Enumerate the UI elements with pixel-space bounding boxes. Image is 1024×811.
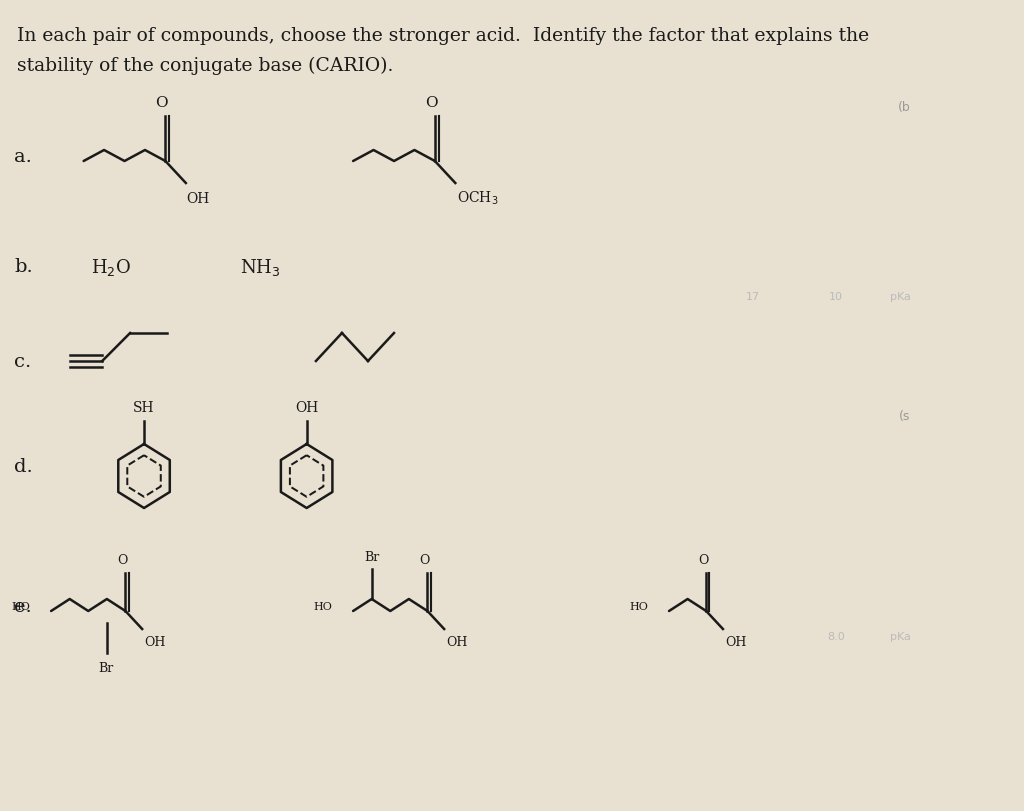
Text: OH: OH bbox=[295, 401, 318, 414]
Text: O: O bbox=[156, 96, 168, 109]
Text: e.: e. bbox=[14, 597, 32, 616]
Text: a.: a. bbox=[14, 148, 32, 165]
Text: O: O bbox=[698, 553, 709, 566]
Text: OH: OH bbox=[725, 635, 746, 648]
Text: HO: HO bbox=[12, 601, 31, 611]
Text: HO: HO bbox=[630, 601, 648, 611]
Text: 10: 10 bbox=[829, 292, 844, 302]
Text: stability of the conjugate base (CARIO).: stability of the conjugate base (CARIO). bbox=[16, 57, 393, 75]
Text: SH: SH bbox=[133, 401, 155, 414]
Text: OH: OH bbox=[144, 635, 166, 648]
Text: 17: 17 bbox=[745, 292, 760, 302]
Text: pKa: pKa bbox=[890, 292, 910, 302]
Text: HO: HO bbox=[313, 601, 333, 611]
Text: b.: b. bbox=[14, 258, 33, 276]
Text: (b: (b bbox=[898, 101, 910, 114]
Text: Br: Br bbox=[365, 551, 379, 564]
Text: Br: Br bbox=[98, 661, 114, 674]
Text: c.: c. bbox=[14, 353, 31, 371]
Text: H$_2$O: H$_2$O bbox=[91, 256, 131, 277]
Text: NH$_3$: NH$_3$ bbox=[240, 256, 281, 277]
Text: OH: OH bbox=[446, 635, 467, 648]
Text: O: O bbox=[420, 553, 430, 566]
Text: In each pair of compounds, choose the stronger acid.  Identify the factor that e: In each pair of compounds, choose the st… bbox=[16, 27, 868, 45]
Text: O: O bbox=[425, 96, 437, 109]
Text: OCH$_3$: OCH$_3$ bbox=[457, 190, 499, 207]
Text: (s: (s bbox=[899, 410, 910, 423]
Text: O: O bbox=[118, 553, 128, 566]
Text: d.: d. bbox=[14, 457, 33, 475]
Text: pKa: pKa bbox=[890, 631, 910, 642]
Text: 8.0: 8.0 bbox=[827, 631, 845, 642]
Text: OH: OH bbox=[185, 191, 209, 206]
